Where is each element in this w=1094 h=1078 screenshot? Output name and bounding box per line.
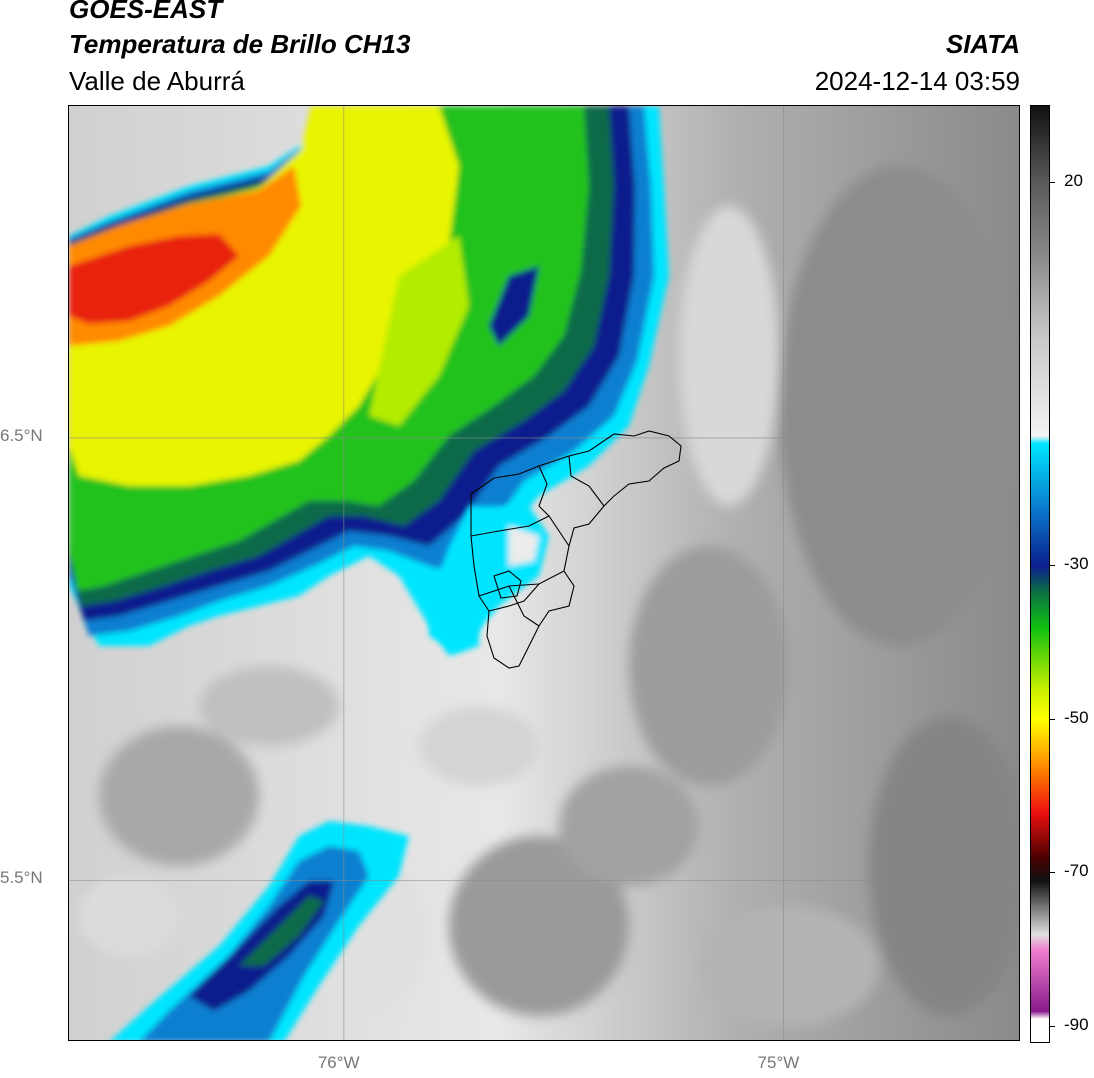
colorbar-tick-mark [1050, 565, 1055, 567]
datetime-label: 2024-12-14 03:59 [814, 66, 1020, 96]
region-label: Valle de Aburrá [69, 66, 245, 96]
colorbar-gradient [1031, 106, 1049, 1042]
cloud-south-darkgreen [239, 896, 324, 966]
longitude-tick-label: 75°W [757, 1053, 800, 1072]
boundary-inner-1 [538, 465, 550, 517]
cloud-yellow-band [69, 106, 459, 486]
satellite-title: GOES-EAST [69, 0, 223, 24]
cloud-navy-inner [489, 266, 539, 346]
colorbar-tick-mark [1050, 181, 1055, 183]
organization-label: SIATA [945, 29, 1020, 59]
colorbar-tick-label: 20 [1064, 170, 1083, 190]
clear-sky-texture [79, 166, 1019, 1026]
municipal-boundaries [470, 430, 682, 669]
boundary-inner-2 [568, 455, 605, 507]
longitude-tick-label: 76°W [317, 1053, 360, 1072]
product-title: Temperatura de Brillo CH13 [69, 29, 411, 59]
colorbar-tick-label: -70 [1064, 861, 1089, 881]
boundary-inner-3 [470, 515, 570, 547]
boundary-inner-4 [478, 570, 565, 597]
colorbar-tick-mark [1050, 718, 1055, 720]
latitude-tick-label: 5.5°N [0, 868, 43, 888]
boundary-inner-7 [508, 585, 540, 627]
cloud-lime-streak [369, 236, 469, 426]
cloud-system-south [111, 821, 409, 1040]
boundary-outline [470, 430, 682, 669]
colorbar-tick-label: -50 [1064, 707, 1089, 727]
cloud-red-core [69, 234, 239, 324]
cloud-local-aburra [429, 506, 549, 651]
graticule [69, 106, 1019, 1040]
colorbar-tick-label: -30 [1064, 554, 1089, 574]
colorbar-tick-mark [1050, 872, 1055, 874]
boundary-inner-6 [493, 570, 522, 599]
colorbar-tick-mark [1050, 1025, 1055, 1027]
satellite-map[interactable] [68, 105, 1020, 1041]
boundary-inner-5 [488, 583, 540, 612]
latitude-tick-label: 6.5°N [0, 425, 43, 445]
colorbar [1030, 105, 1050, 1043]
colorbar-tick-label: -90 [1064, 1014, 1089, 1034]
